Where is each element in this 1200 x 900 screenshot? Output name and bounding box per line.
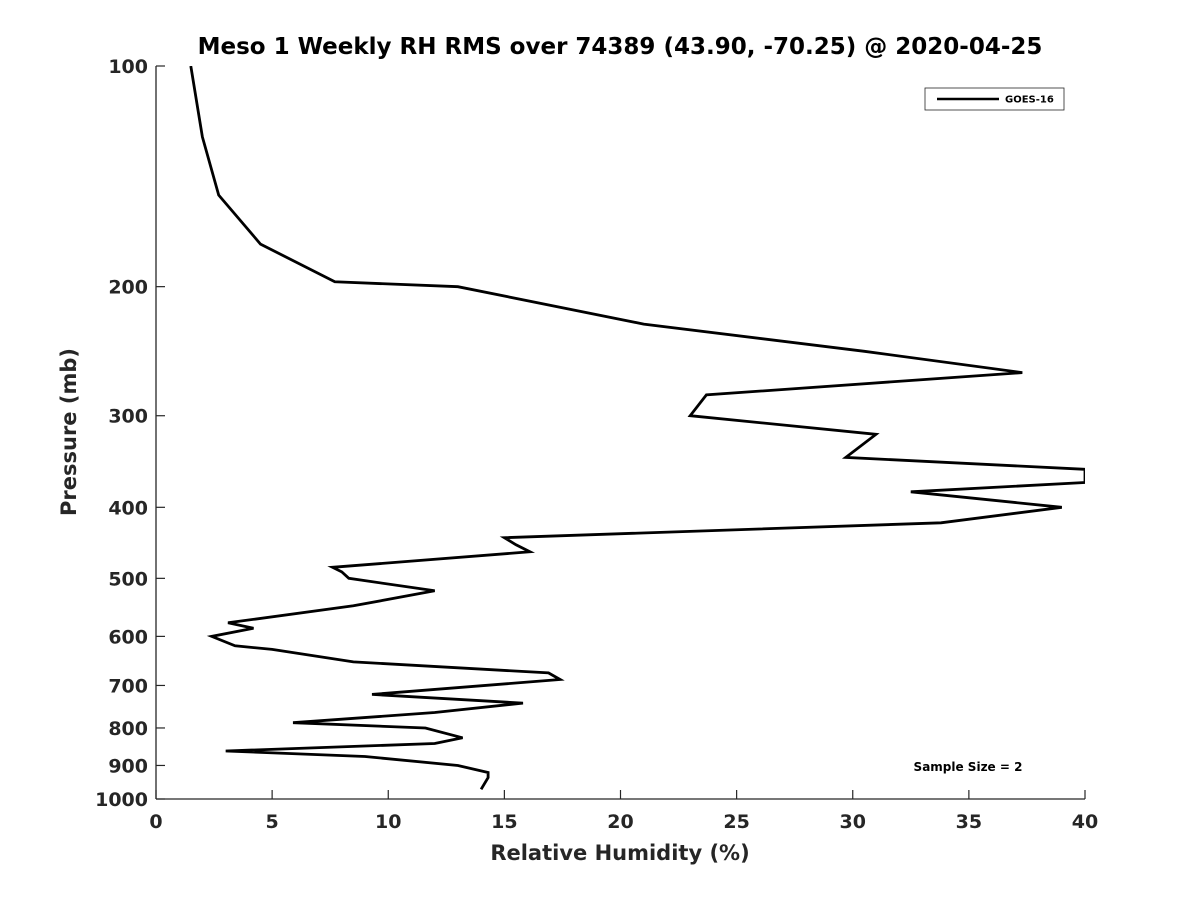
x-tick-label: 40 [1072, 811, 1098, 833]
y-tick-label: 600 [108, 626, 148, 648]
legend-label-goes-16: GOES-16 [1005, 95, 1054, 106]
y-tick-label: 900 [108, 755, 148, 777]
y-tick-label: 500 [108, 568, 148, 590]
x-tick-label: 0 [149, 811, 162, 833]
y-tick-label: 100 [108, 56, 148, 78]
y-tick-label: 1000 [95, 789, 148, 811]
x-tick-label: 15 [491, 811, 517, 833]
x-tick-label: 5 [266, 811, 279, 833]
legend: GOES-16 [924, 87, 1065, 111]
x-tick-label: 20 [607, 811, 633, 833]
x-axis-label: Relative Humidity (%) [490, 841, 749, 865]
x-tick-label: 25 [723, 811, 749, 833]
x-tick-label: 10 [375, 811, 401, 833]
x-tick-label: 35 [956, 811, 982, 833]
y-axis-label: Pressure (mb) [57, 348, 81, 516]
axes-layer [155, 66, 1085, 800]
y-tick-label: 400 [108, 497, 148, 519]
series-layer [189, 66, 1085, 791]
x-tick-label: 30 [840, 811, 866, 833]
y-tick-label: 800 [108, 718, 148, 740]
series-line-goes-16 [189, 66, 1085, 791]
sample-size-annotation: Sample Size = 2 [914, 760, 1023, 774]
y-tick-label: 700 [108, 675, 148, 697]
chart-title: Meso 1 Weekly RH RMS over 74389 (43.90, … [198, 34, 1043, 60]
tick-layer: 0 5 10 15 20 25 30 35 40 100 200 300 400 500 600 700 800… [95, 56, 1098, 833]
y-tick-label: 200 [108, 277, 148, 299]
y-tick-label: 300 [108, 406, 148, 428]
